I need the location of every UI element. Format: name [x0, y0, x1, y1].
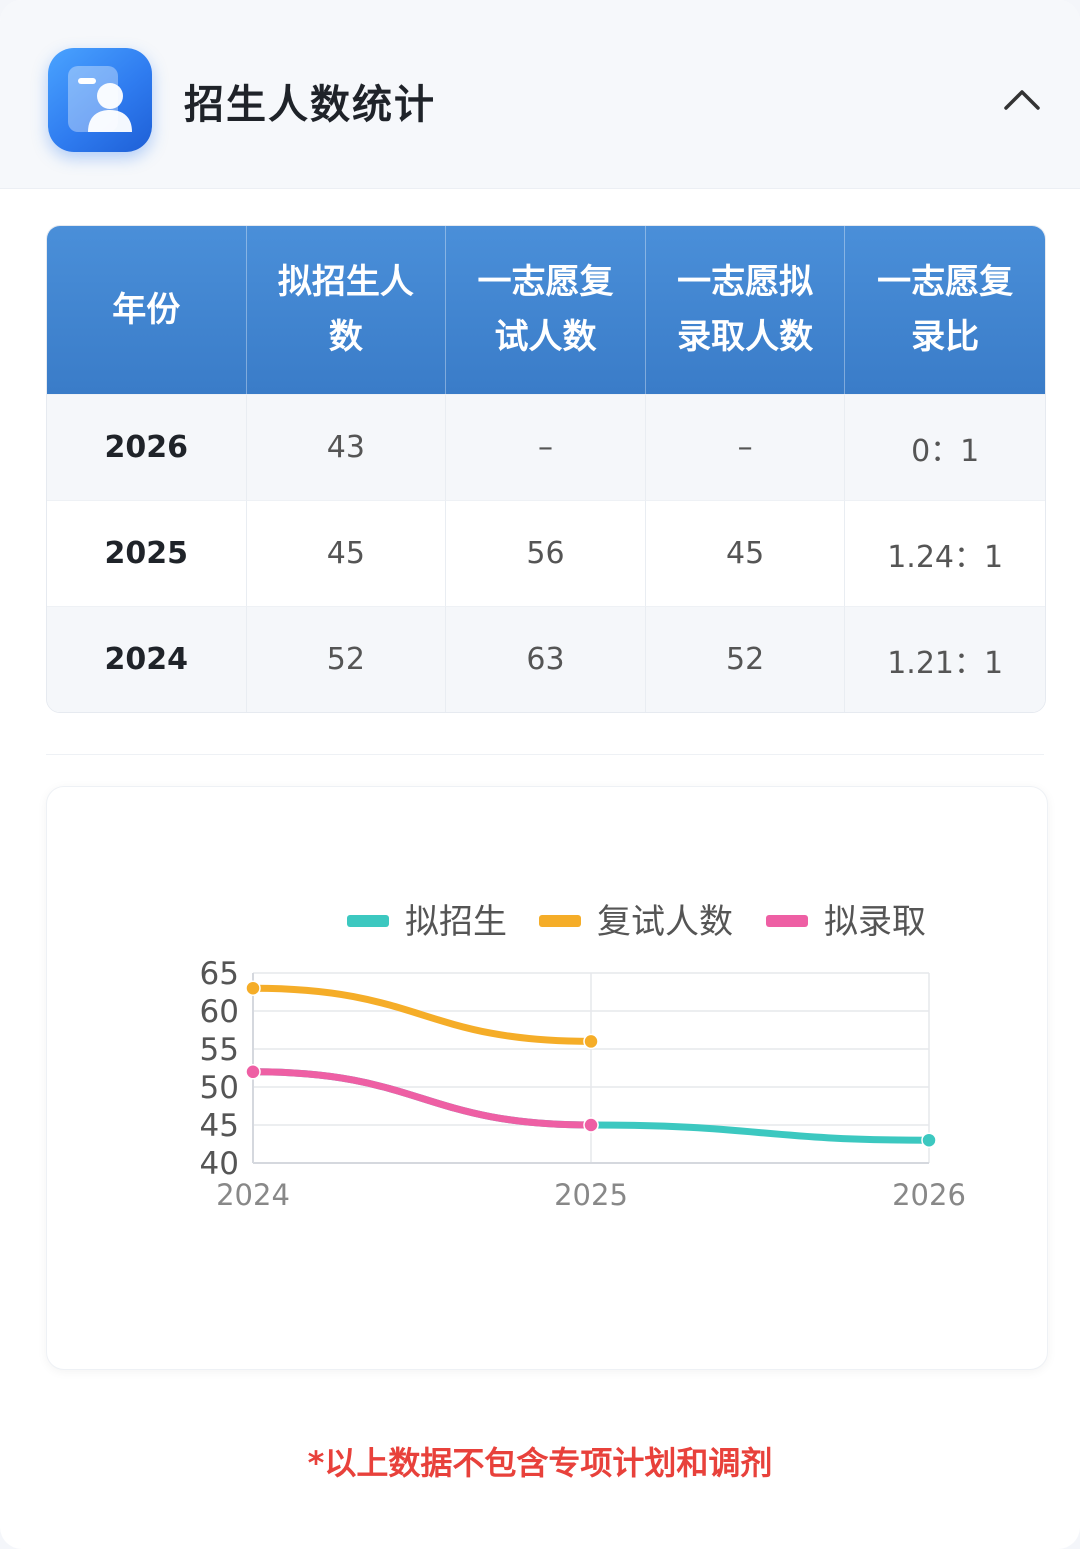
y-tick-label: 60 — [200, 994, 239, 1030]
series-line — [249, 984, 595, 1045]
cell-year: 2026 — [47, 394, 247, 500]
header-ratio: 一志愿复录比 — [877, 262, 1014, 357]
cell-year: 2024 — [47, 606, 247, 712]
cell-ratio: 1.24：1 — [845, 500, 1045, 606]
x-tick-label: 2024 — [216, 1178, 290, 1212]
table-row: 2024 52 63 52 1.21：1 — [47, 606, 1045, 712]
cell-retest: 63 — [446, 606, 646, 712]
y-tick-label: 55 — [200, 1032, 239, 1068]
y-tick-label: 45 — [200, 1108, 239, 1144]
table-header: 年份 拟招生人数 一志愿复试人数 一志愿拟录取人数 一志愿复录比 — [47, 226, 1045, 394]
cell-ratio: 0：1 — [845, 394, 1045, 500]
y-tick-label: 40 — [200, 1146, 239, 1182]
legend-swatch — [347, 915, 389, 927]
legend-label: 拟录取 — [824, 902, 926, 942]
chart-card: 40 45 50 55 60 65 2024 2025 2026 拟招生 复试人数 拟录取 — [46, 786, 1048, 1370]
x-tick-label: 2026 — [892, 1178, 966, 1212]
data-point — [583, 1117, 599, 1133]
chevron-up-icon[interactable] — [996, 76, 1048, 124]
cell-admitted: – — [645, 394, 846, 500]
enrollment-table: 年份 拟招生人数 一志愿复试人数 一志愿拟录取人数 一志愿复录比 2026 43… — [46, 225, 1046, 713]
cell-admitted: 52 — [645, 606, 846, 712]
table-row: 2025 45 56 45 1.24：1 — [47, 500, 1045, 606]
data-point — [245, 980, 261, 996]
header-year: 年份 — [47, 226, 247, 394]
legend-label: 拟招生 — [405, 902, 507, 942]
cell-retest: 56 — [446, 500, 646, 606]
legend-swatch — [766, 915, 808, 927]
cell-retest: – — [446, 394, 646, 500]
y-tick-label: 50 — [200, 1070, 239, 1106]
table-row: 2026 43 – – 0：1 — [47, 394, 1045, 500]
legend-label: 复试人数 — [597, 902, 733, 942]
section-divider — [46, 754, 1044, 755]
cell-planned: 52 — [246, 606, 447, 712]
cell-admitted: 45 — [645, 500, 846, 606]
cell-planned: 43 — [246, 394, 447, 500]
header-retest: 一志愿复试人数 — [446, 226, 646, 394]
profile-card-icon — [48, 48, 152, 152]
header-planned: 拟招生人数 — [247, 226, 447, 394]
y-tick-label: 65 — [200, 956, 239, 992]
cell-year: 2025 — [47, 500, 247, 606]
x-tick-label: 2025 — [554, 1178, 628, 1212]
series-line — [249, 1068, 595, 1129]
header-admitted: 一志愿拟录取人数 — [646, 226, 846, 394]
cell-ratio: 1.21：1 — [845, 606, 1045, 712]
data-point — [245, 1064, 261, 1080]
footnote: *以上数据不包含专项计划和调剂 — [307, 1444, 773, 1482]
card-title: 招生人数统计 — [184, 82, 436, 128]
data-point — [583, 1033, 599, 1050]
cell-planned: 45 — [246, 500, 447, 606]
legend-swatch — [539, 915, 581, 927]
card-header[interactable]: 招生人数统计 — [0, 0, 1080, 189]
data-point — [921, 1132, 937, 1148]
